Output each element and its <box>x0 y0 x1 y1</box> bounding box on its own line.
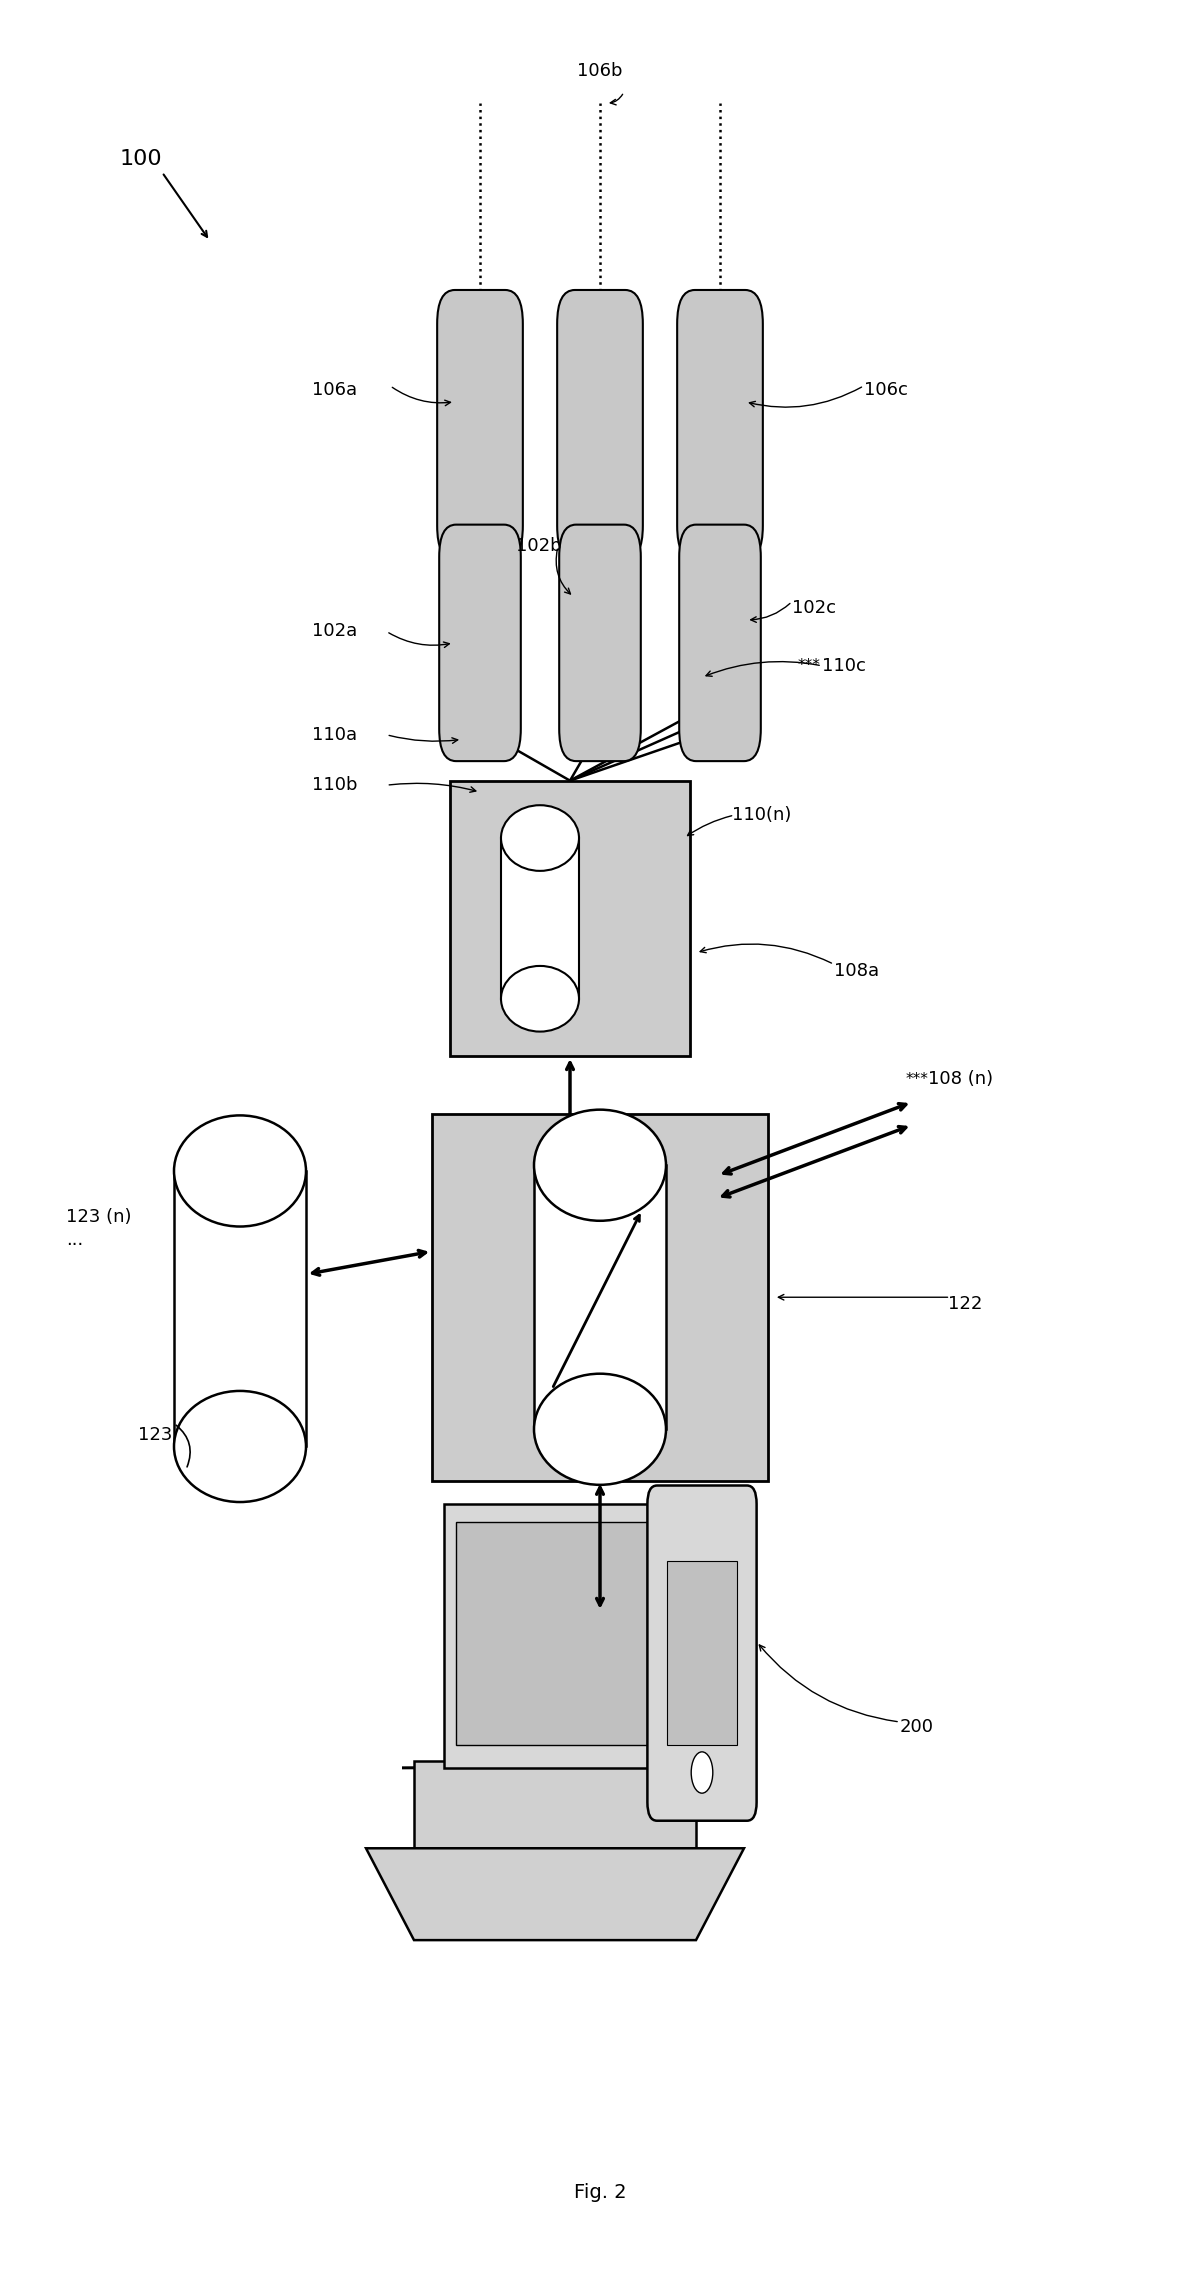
Text: ...: ... <box>66 1231 83 1249</box>
Bar <box>667 1561 738 1745</box>
FancyBboxPatch shape <box>437 289 523 560</box>
Text: 110(n): 110(n) <box>732 806 791 824</box>
FancyBboxPatch shape <box>559 526 641 762</box>
Text: ***: *** <box>906 1072 929 1086</box>
Text: 102c: 102c <box>792 599 836 618</box>
FancyBboxPatch shape <box>439 526 521 762</box>
Bar <box>534 1166 666 1428</box>
Text: 106a: 106a <box>312 381 358 400</box>
Ellipse shape <box>502 806 580 870</box>
Ellipse shape <box>174 1391 306 1502</box>
Ellipse shape <box>534 1109 666 1221</box>
Ellipse shape <box>502 967 580 1031</box>
Bar <box>432 1114 768 1481</box>
Bar <box>502 838 580 999</box>
Bar <box>414 1761 696 1848</box>
Text: ***: *** <box>798 659 821 673</box>
Text: 100: 100 <box>120 149 163 170</box>
Text: 108 (n): 108 (n) <box>928 1070 992 1088</box>
Text: 122: 122 <box>948 1295 983 1313</box>
Text: 200: 200 <box>900 1717 934 1736</box>
Text: 123 (n): 123 (n) <box>66 1208 132 1226</box>
Bar <box>174 1171 306 1446</box>
FancyBboxPatch shape <box>677 289 763 560</box>
Bar <box>444 1504 666 1768</box>
Polygon shape <box>366 1848 744 1940</box>
Text: 110c: 110c <box>822 657 866 675</box>
Ellipse shape <box>174 1116 306 1226</box>
Text: 123: 123 <box>138 1426 173 1444</box>
Text: 102a: 102a <box>312 622 358 641</box>
Circle shape <box>691 1752 713 1793</box>
Text: 108a: 108a <box>834 962 880 980</box>
Text: 106c: 106c <box>864 381 908 400</box>
Text: 110a: 110a <box>312 726 358 744</box>
FancyBboxPatch shape <box>557 289 643 560</box>
Text: 102b: 102b <box>516 537 562 556</box>
Bar <box>450 781 690 1056</box>
Text: 106b: 106b <box>577 62 623 80</box>
Text: Fig. 2: Fig. 2 <box>574 2183 626 2202</box>
Ellipse shape <box>534 1373 666 1486</box>
Bar <box>456 1522 654 1745</box>
FancyBboxPatch shape <box>679 526 761 762</box>
Text: 110b: 110b <box>312 776 358 794</box>
FancyBboxPatch shape <box>648 1486 756 1821</box>
